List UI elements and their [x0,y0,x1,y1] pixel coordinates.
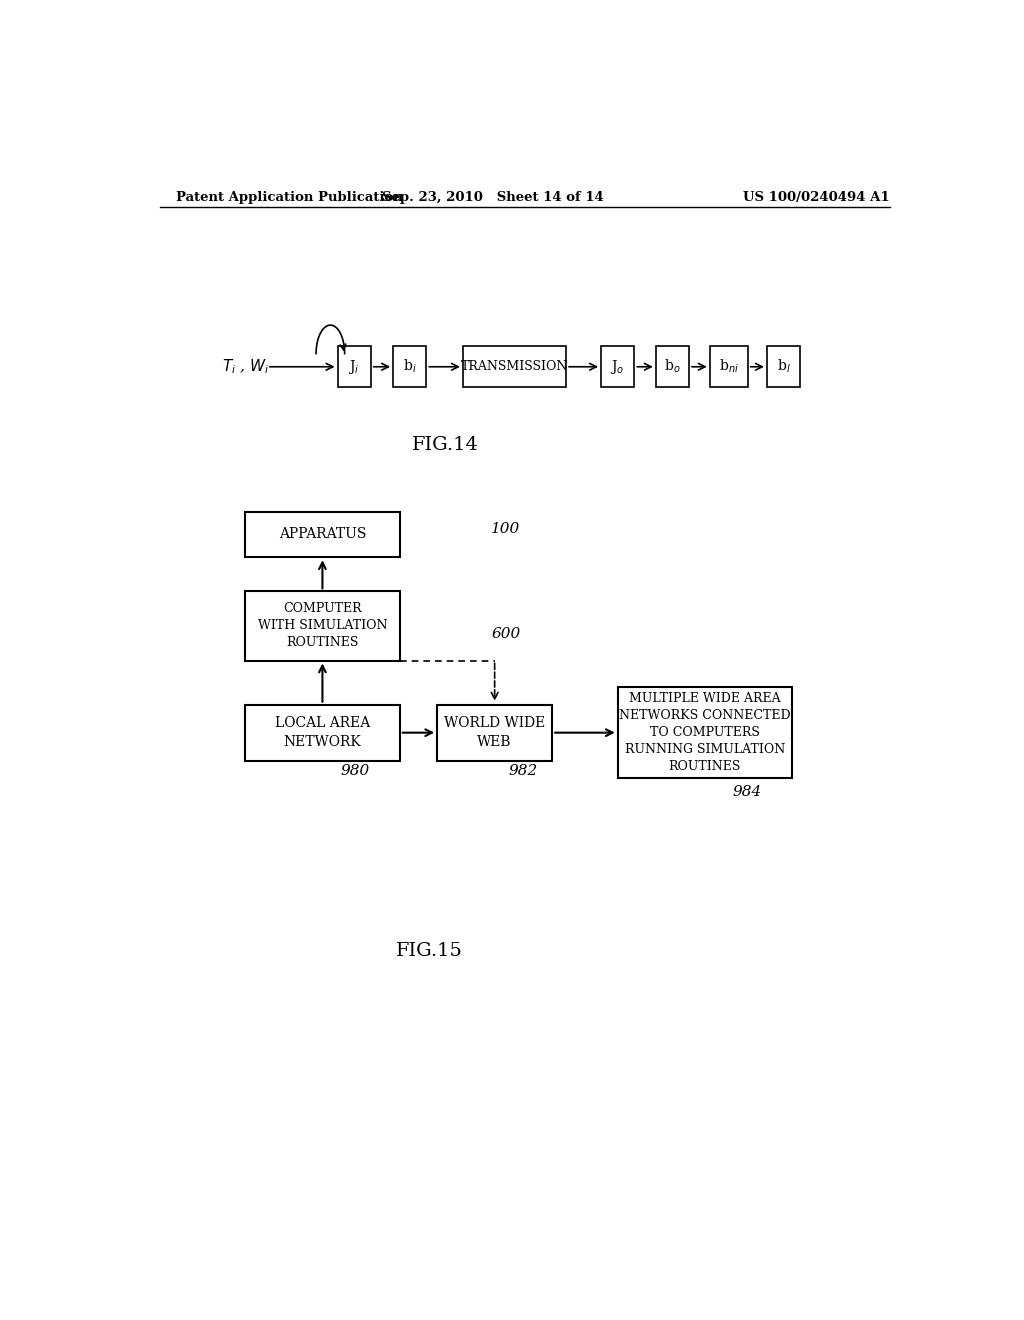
FancyBboxPatch shape [338,346,371,387]
Text: 982: 982 [509,764,538,779]
Text: 600: 600 [492,627,520,642]
Text: J$_o$: J$_o$ [610,358,625,376]
FancyBboxPatch shape [767,346,800,387]
Text: 980: 980 [340,764,370,779]
FancyBboxPatch shape [710,346,748,387]
Text: b$_{ni}$: b$_{ni}$ [719,358,738,375]
Text: US 100/0240494 A1: US 100/0240494 A1 [743,190,890,203]
Text: b$_i$: b$_i$ [402,358,417,375]
FancyBboxPatch shape [463,346,566,387]
FancyBboxPatch shape [393,346,426,387]
Text: J$_i$: J$_i$ [348,358,359,376]
Text: 984: 984 [733,784,762,799]
FancyBboxPatch shape [617,686,793,779]
Text: TRANSMISSION: TRANSMISSION [461,360,568,374]
Text: APPARATUS: APPARATUS [279,528,367,541]
Text: $T_i$ , $W_i$: $T_i$ , $W_i$ [221,358,269,376]
Text: WORLD WIDE
WEB: WORLD WIDE WEB [444,717,545,748]
FancyBboxPatch shape [437,705,552,760]
FancyBboxPatch shape [245,591,399,660]
Text: FIG.14: FIG.14 [412,436,479,454]
FancyBboxPatch shape [245,512,399,557]
Text: b$_l$: b$_l$ [776,358,791,375]
Text: b$_o$: b$_o$ [665,358,681,375]
Text: LOCAL AREA
NETWORK: LOCAL AREA NETWORK [274,717,370,748]
FancyBboxPatch shape [655,346,689,387]
Text: Sep. 23, 2010   Sheet 14 of 14: Sep. 23, 2010 Sheet 14 of 14 [382,190,604,203]
Text: COMPUTER
WITH SIMULATION
ROUTINES: COMPUTER WITH SIMULATION ROUTINES [258,602,387,649]
FancyBboxPatch shape [245,705,399,760]
Text: MULTIPLE WIDE AREA
NETWORKS CONNECTED
TO COMPUTERS
RUNNING SIMULATION
ROUTINES: MULTIPLE WIDE AREA NETWORKS CONNECTED TO… [620,692,791,774]
Text: FIG.15: FIG.15 [396,942,463,960]
Text: 100: 100 [492,523,520,536]
Text: Patent Application Publication: Patent Application Publication [176,190,402,203]
FancyBboxPatch shape [601,346,634,387]
